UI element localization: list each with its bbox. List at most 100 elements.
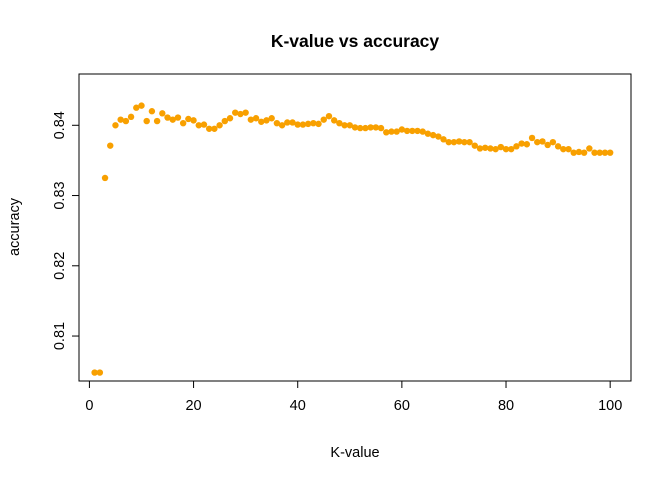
data-point [117, 116, 124, 123]
data-point [398, 126, 406, 133]
data-point [133, 104, 140, 111]
data-point [91, 369, 98, 376]
data-point [471, 142, 478, 149]
data-point [232, 109, 239, 116]
data-point [159, 110, 166, 117]
plot-frame [78, 73, 632, 382]
data-point [544, 141, 551, 149]
data-point [591, 149, 598, 156]
data-point [263, 117, 270, 124]
data-point [112, 122, 119, 129]
data-point [304, 120, 312, 128]
chart-title: K-value vs accuracy [271, 31, 440, 51]
data-point [476, 145, 484, 152]
data-point [185, 115, 192, 123]
data-point [528, 134, 536, 142]
x-tick-label: 20 [185, 398, 201, 414]
data-point [96, 369, 104, 376]
data-point [237, 110, 244, 118]
data-point [153, 117, 161, 125]
x-tick-label: 40 [290, 398, 306, 414]
data-point [138, 102, 145, 109]
data-point [325, 112, 333, 120]
data-point [143, 117, 150, 125]
data-point [258, 118, 265, 125]
data-point [419, 128, 426, 135]
data-point [539, 138, 546, 145]
data-point [357, 124, 364, 132]
data-point [284, 119, 291, 126]
data-point [393, 128, 400, 135]
data-point [127, 113, 135, 121]
x-tick-label: 80 [498, 398, 514, 414]
data-point [461, 138, 468, 146]
x-axis: 0 20 40 60 80 100 [85, 380, 622, 414]
data-point [320, 116, 327, 123]
data-points [91, 102, 614, 376]
data-point [351, 124, 359, 131]
data-point [211, 125, 218, 132]
data-point [435, 133, 442, 140]
data-point [190, 117, 197, 124]
y-axis-label: accuracy [7, 197, 23, 256]
data-point [534, 138, 541, 146]
data-point [440, 136, 447, 143]
data-point [596, 149, 603, 156]
y-tick-label: 0.81 [52, 322, 68, 350]
data-point [216, 122, 223, 129]
data-point [502, 145, 510, 153]
data-point [580, 149, 588, 156]
data-point [252, 115, 260, 122]
data-point [310, 119, 317, 127]
data-point [424, 130, 432, 137]
x-tick-label: 60 [394, 398, 410, 414]
data-point [200, 121, 208, 128]
data-point [195, 122, 202, 129]
data-point [341, 122, 348, 129]
data-point [455, 138, 463, 145]
data-point [346, 122, 353, 129]
data-point [487, 145, 494, 152]
data-point [601, 149, 609, 156]
data-point [164, 114, 171, 121]
data-point [414, 127, 421, 135]
data-point [497, 143, 505, 151]
data-point [278, 122, 286, 129]
data-point [372, 124, 380, 131]
data-point [586, 145, 593, 152]
data-point [508, 145, 515, 153]
data-point [560, 145, 567, 153]
data-point [575, 148, 583, 156]
data-point [549, 138, 557, 146]
data-point [513, 143, 520, 150]
data-point [294, 121, 301, 128]
y-tick-label: 0.84 [52, 111, 68, 139]
data-point [174, 114, 182, 121]
data-point [362, 124, 369, 132]
data-point [466, 138, 473, 146]
data-point [179, 119, 187, 127]
data-point [554, 143, 562, 150]
data-point [299, 121, 307, 128]
data-point [268, 115, 275, 122]
x-tick-label: 100 [598, 398, 622, 414]
data-point [481, 144, 489, 151]
data-point [377, 124, 385, 132]
data-point [247, 116, 255, 123]
data-point [409, 127, 416, 135]
data-point [388, 128, 395, 135]
data-point [205, 125, 213, 132]
data-point [523, 141, 531, 148]
data-point [148, 108, 156, 115]
data-point [403, 127, 411, 135]
data-point [330, 117, 338, 124]
data-point [492, 145, 499, 153]
data-point [289, 119, 296, 126]
data-point [226, 115, 234, 122]
data-point [101, 174, 109, 182]
data-point [383, 129, 390, 136]
data-point [606, 149, 614, 156]
data-point [221, 117, 229, 125]
data-point [107, 142, 114, 149]
